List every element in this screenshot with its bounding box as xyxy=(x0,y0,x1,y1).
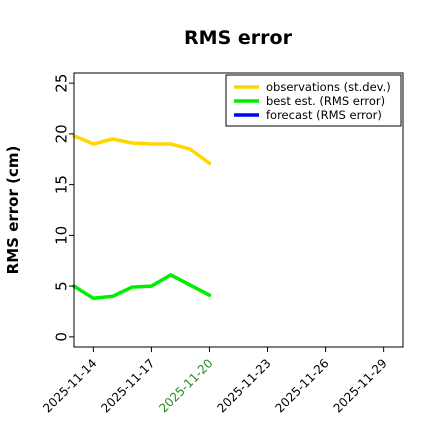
x-tick-label: 2025-11-23 xyxy=(214,356,273,415)
x-tick-label: 2025-11-26 xyxy=(272,356,331,415)
legend: observations (st.dev.)best est. (RMS err… xyxy=(225,74,402,127)
x-tick-label: 2025-11-17 xyxy=(98,356,157,415)
x-tick-label: 2025-11-20 xyxy=(156,356,215,415)
y-tick-label: 20 xyxy=(52,124,70,143)
series-line-2 xyxy=(72,273,212,301)
legend-label-3: forecast (RMS error) xyxy=(266,108,382,122)
plot-frame xyxy=(73,72,404,348)
y-axis-label: RMS error (cm) xyxy=(4,146,22,275)
y-tick-label: 5 xyxy=(52,281,70,291)
y-tick-label: 0 xyxy=(52,332,70,342)
chart-title: RMS error xyxy=(184,27,293,49)
series-line-1 xyxy=(72,134,212,166)
x-tick-label: 2025-11-29 xyxy=(331,356,390,415)
y-tick-label: 25 xyxy=(52,74,70,93)
y-tick-label: 10 xyxy=(52,226,70,245)
x-tick-label: 2025-11-14 xyxy=(40,356,99,415)
legend-label-1: observations (st.dev.) xyxy=(266,80,391,94)
y-tick-label: 15 xyxy=(52,175,70,194)
plot-area xyxy=(72,134,212,301)
legend-label-2: best est. (RMS error) xyxy=(266,94,385,108)
